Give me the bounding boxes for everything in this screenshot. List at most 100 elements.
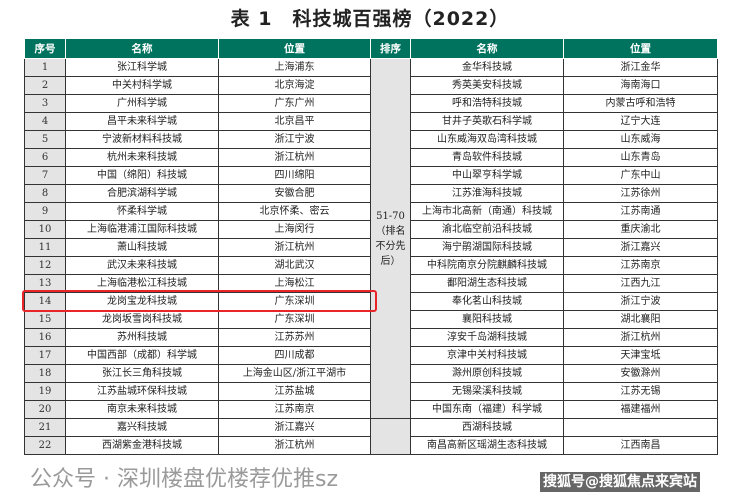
city-location: 安徽合肥 [218,184,371,203]
city-name: 昌平未来科学城 [65,112,219,131]
rank-number: 7 [24,166,66,185]
city-location: 北京怀柔、密云 [218,202,371,221]
city-name: 甘井子英歌石科学城 [410,112,564,131]
city-location: 重庆渝北 [563,220,718,239]
table-row: 10 上海临港浦江国际科技城 上海闵行 渝北临空前沿科技城 重庆渝北 [24,220,718,239]
rank-number: 21 [24,418,66,437]
city-location: 浙江嘉兴 [218,418,371,437]
city-location: 浙江杭州 [218,436,371,455]
city-name: 上海市北高新（南通）科技城 [410,202,564,221]
city-location: 江苏苏州 [218,328,371,347]
city-name: 淳安千岛湖科技城 [410,328,564,347]
city-location: 湖北武汉 [218,256,371,275]
table-row: 13 上海临港松江科技城 上海松江 鄱阳湖生态科技城 江西九江 [24,274,718,293]
watermark-text: 公众号 · 深圳楼盘优楼荐优推sz [30,467,338,492]
column-header: 排序 [370,38,411,59]
city-name: 嘉兴科技城 [65,418,219,437]
rank-number: 16 [24,328,66,347]
city-name: 苏州科技城 [65,328,219,347]
city-name: 中国（绵阳）科技城 [65,166,219,185]
rank-number: 11 [24,238,66,257]
city-location: 湖北襄阳 [563,310,718,329]
rank-number: 15 [24,310,66,329]
column-header: 序号 [24,38,66,59]
city-name: 中国东南（福建）科学城 [410,400,564,419]
rank-number: 8 [24,184,66,203]
city-name: 金华科技城 [410,58,564,77]
watermark-source: 搜狐号@搜狐焦点来宾站 [540,472,700,492]
table-row: 4 昌平未来科学城 北京昌平 甘井子英歌石科学城 辽宁大连 [24,112,718,131]
rank-number: 13 [24,274,66,293]
city-name: 怀柔科学城 [65,202,219,221]
table-row: 18 张江长三角科技城 上海金山区/浙江平湖市 滁州原创科技城 安徽滁州 [24,364,718,383]
city-location: 广东广州 [218,94,371,113]
rank-group: 51-70（排名不分先后） [370,58,411,419]
city-name: 上海临港浦江国际科技城 [65,220,219,239]
city-location: 山东威海 [563,130,718,149]
city-name: 青岛软件科技城 [410,148,564,167]
city-name: 滁州原创科技城 [410,364,564,383]
city-location: 江苏无锡 [563,382,718,401]
table-row: 19 江苏盐城环保科技城 江苏盐城 无锡梁溪科技城 江苏无锡 [24,382,718,401]
rank-number: 10 [24,220,66,239]
table-row: 6 杭州未来科技城 浙江杭州 青岛软件科技城 山东青岛 [24,148,718,167]
city-location: 广东深圳 [218,310,371,329]
rank-number: 5 [24,130,66,149]
city-name: 江苏盐城环保科技城 [65,382,219,401]
city-name: 宁波新材料科技城 [65,130,219,149]
rank-number: 17 [24,346,66,365]
city-name: 龙岗坂雪岗科技城 [65,310,219,329]
city-name: 萧山科技城 [65,238,219,257]
rank-number: 6 [24,148,66,167]
city-name: 中科院南京分院麒麟科技城 [410,256,564,275]
header-row: 序号 名称 位置 排序 名称 位置 [24,38,718,59]
city-location: 浙江嘉兴 [563,238,718,257]
city-name: 武汉未来科技城 [65,256,219,275]
column-header: 位置 [218,38,371,59]
rank-number: 1 [24,58,66,77]
city-location: 天津宝坻 [563,346,718,365]
city-name: 张江科学城 [65,58,219,77]
column-header: 名称 [65,38,219,59]
rank-number: 3 [24,94,66,113]
city-location: 海南海口 [563,76,718,95]
city-location: 江西南昌 [563,436,718,455]
city-location: 北京海淀 [218,76,371,95]
rank-number: 4 [24,112,66,131]
city-name: 西湖科技城 [410,418,564,437]
city-location: 福建福州 [563,400,718,419]
rank-number: 9 [24,202,66,221]
city-name: 南京未来科技城 [65,400,219,419]
rank-number: 18 [24,364,66,383]
city-location: 浙江杭州 [218,238,371,257]
city-name: 京津中关村科技城 [410,346,564,365]
city-location: 上海闵行 [218,220,371,239]
city-location: 上海浦东 [218,58,371,77]
city-name: 南昌高新区瑶湖生态科技城 [410,436,564,455]
city-location: 四川成都 [218,346,371,365]
city-location: 江苏南京 [218,400,371,419]
rank-group [370,418,411,455]
rank-number: 19 [24,382,66,401]
city-location: 辽宁大连 [563,112,718,131]
city-name: 鄱阳湖生态科技城 [410,274,564,293]
table-row: 22 西湖紫金港科技城 浙江杭州 南昌高新区瑶湖生态科技城 江西南昌 [24,436,718,455]
table-row: 21 嘉兴科技城 浙江嘉兴 西湖科技城 [24,418,718,455]
city-location: 浙江杭州 [218,148,371,167]
city-name: 杭州未来科技城 [65,148,219,167]
city-name: 渝北临空前沿科技城 [410,220,564,239]
city-location: 内蒙古呼和浩特 [563,94,718,113]
table-row: 5 宁波新材料科技城 浙江宁波 山东威海双岛湾科技城 山东威海 [24,130,718,149]
city-location: 北京昌平 [218,112,371,131]
city-name: 奉化茗山科技城 [410,292,564,311]
city-location: 广东中山 [563,166,718,185]
city-name: 西湖紫金港科技城 [65,436,219,455]
city-name: 呼和浩特科技城 [410,94,564,113]
city-name: 山东威海双岛湾科技城 [410,130,564,149]
city-location: 江苏盐城 [218,382,371,401]
rank-number: 2 [24,76,66,95]
city-location: 上海金山区/浙江平湖市 [218,364,371,383]
city-name: 秀英美安科技城 [410,76,564,95]
city-location: 江西九江 [563,274,718,293]
city-name: 海宁鹃湖国际科技城 [410,238,564,257]
